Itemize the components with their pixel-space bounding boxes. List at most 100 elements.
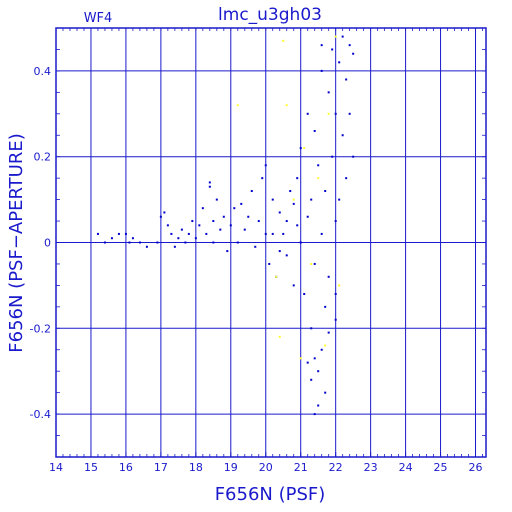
- data-point: [117, 232, 120, 235]
- x-tick-label: 19: [224, 461, 238, 474]
- x-tick-label: 24: [399, 461, 413, 474]
- flagged-data-point: [292, 198, 295, 201]
- data-point: [254, 245, 257, 248]
- data-point: [320, 348, 323, 351]
- data-point: [303, 292, 306, 295]
- data-point: [201, 207, 204, 210]
- data-point: [313, 413, 316, 416]
- data-point: [324, 190, 327, 193]
- data-point: [208, 181, 211, 184]
- x-tick-label: 16: [119, 461, 133, 474]
- data-point: [313, 129, 316, 132]
- data-point: [264, 232, 267, 235]
- data-point: [327, 331, 330, 334]
- data-point: [299, 241, 302, 244]
- flagged-data-point: [324, 344, 327, 347]
- data-point: [212, 241, 215, 244]
- data-point: [334, 318, 337, 321]
- data-point: [310, 327, 313, 330]
- data-point: [327, 91, 330, 94]
- y-tick-label: -0.2: [30, 322, 51, 335]
- x-tick-label: 14: [49, 461, 63, 474]
- flagged-data-point: [334, 35, 337, 38]
- data-point: [292, 202, 295, 205]
- data-point: [320, 44, 323, 47]
- data-point: [338, 61, 341, 64]
- data-point: [177, 237, 180, 240]
- data-point: [271, 198, 274, 201]
- data-point: [282, 232, 285, 235]
- data-point: [334, 112, 337, 115]
- data-point: [348, 44, 351, 47]
- x-tick-labels: 14 15 16 17 18 19 20 21 22 23 24 25 26: [49, 461, 483, 474]
- data-point: [128, 241, 131, 244]
- data-point: [310, 198, 313, 201]
- flagged-data-point: [327, 112, 330, 115]
- data-point: [331, 155, 334, 158]
- data-point: [306, 361, 309, 364]
- x-tick-label: 21: [294, 461, 308, 474]
- data-point: [191, 220, 194, 223]
- data-point: [264, 164, 267, 167]
- data-point: [194, 237, 197, 240]
- flagged-data-point: [317, 177, 320, 180]
- data-point: [324, 305, 327, 308]
- x-tick-label: 15: [84, 461, 98, 474]
- data-point: [166, 224, 169, 227]
- data-point: [156, 241, 159, 244]
- data-point: [317, 370, 320, 373]
- data-point: [278, 211, 281, 214]
- data-point: [296, 224, 299, 227]
- data-point: [173, 245, 176, 248]
- flagged-data-point: [285, 104, 288, 107]
- data-point: [345, 177, 348, 180]
- x-tick-label: 23: [364, 461, 378, 474]
- data-point: [215, 198, 218, 201]
- x-tick-label: 17: [154, 461, 168, 474]
- data-point: [187, 232, 190, 235]
- data-point: [212, 220, 215, 223]
- data-point: [334, 220, 337, 223]
- data-point: [285, 254, 288, 257]
- data-point: [250, 190, 253, 193]
- data-point: [184, 241, 187, 244]
- data-point: [313, 357, 316, 360]
- data-point: [310, 378, 313, 381]
- data-point: [145, 245, 148, 248]
- data-point: [226, 250, 229, 253]
- data-point: [341, 134, 344, 137]
- y-tick-labels: -0.4 -0.2 0 0.2 0.4: [30, 65, 51, 421]
- y-axis-label: F656N (PSF−APERTURE): [6, 133, 27, 352]
- data-point: [131, 237, 134, 240]
- x-axis-label: F656N (PSF): [215, 484, 326, 505]
- x-tick-label: 26: [469, 461, 483, 474]
- corner-label: WF4: [84, 11, 113, 26]
- data-point: [317, 164, 320, 167]
- data-point: [261, 177, 264, 180]
- flagged-data-point: [299, 357, 302, 360]
- data-point: [320, 69, 323, 72]
- data-point: [352, 155, 355, 158]
- data-point: [240, 202, 243, 205]
- flagged-data-point: [275, 275, 278, 278]
- data-point: [257, 220, 260, 223]
- data-point: [233, 207, 236, 210]
- data-point: [236, 241, 239, 244]
- data-point: [138, 241, 141, 244]
- data-point: [198, 224, 201, 227]
- data-point: [170, 232, 173, 235]
- data-point: [306, 112, 309, 115]
- data-point: [124, 232, 127, 235]
- data-point: [243, 228, 246, 231]
- y-tick-label: 0.2: [34, 151, 52, 164]
- data-points: [96, 35, 355, 416]
- flagged-data-point: [282, 39, 285, 42]
- data-point: [289, 190, 292, 193]
- data-point: [222, 215, 225, 218]
- grid: [55, 28, 486, 457]
- flagged-data-point: [278, 335, 281, 338]
- x-tick-label: 25: [434, 461, 448, 474]
- x-tick-label: 20: [259, 461, 273, 474]
- x-tick-label: 22: [329, 461, 343, 474]
